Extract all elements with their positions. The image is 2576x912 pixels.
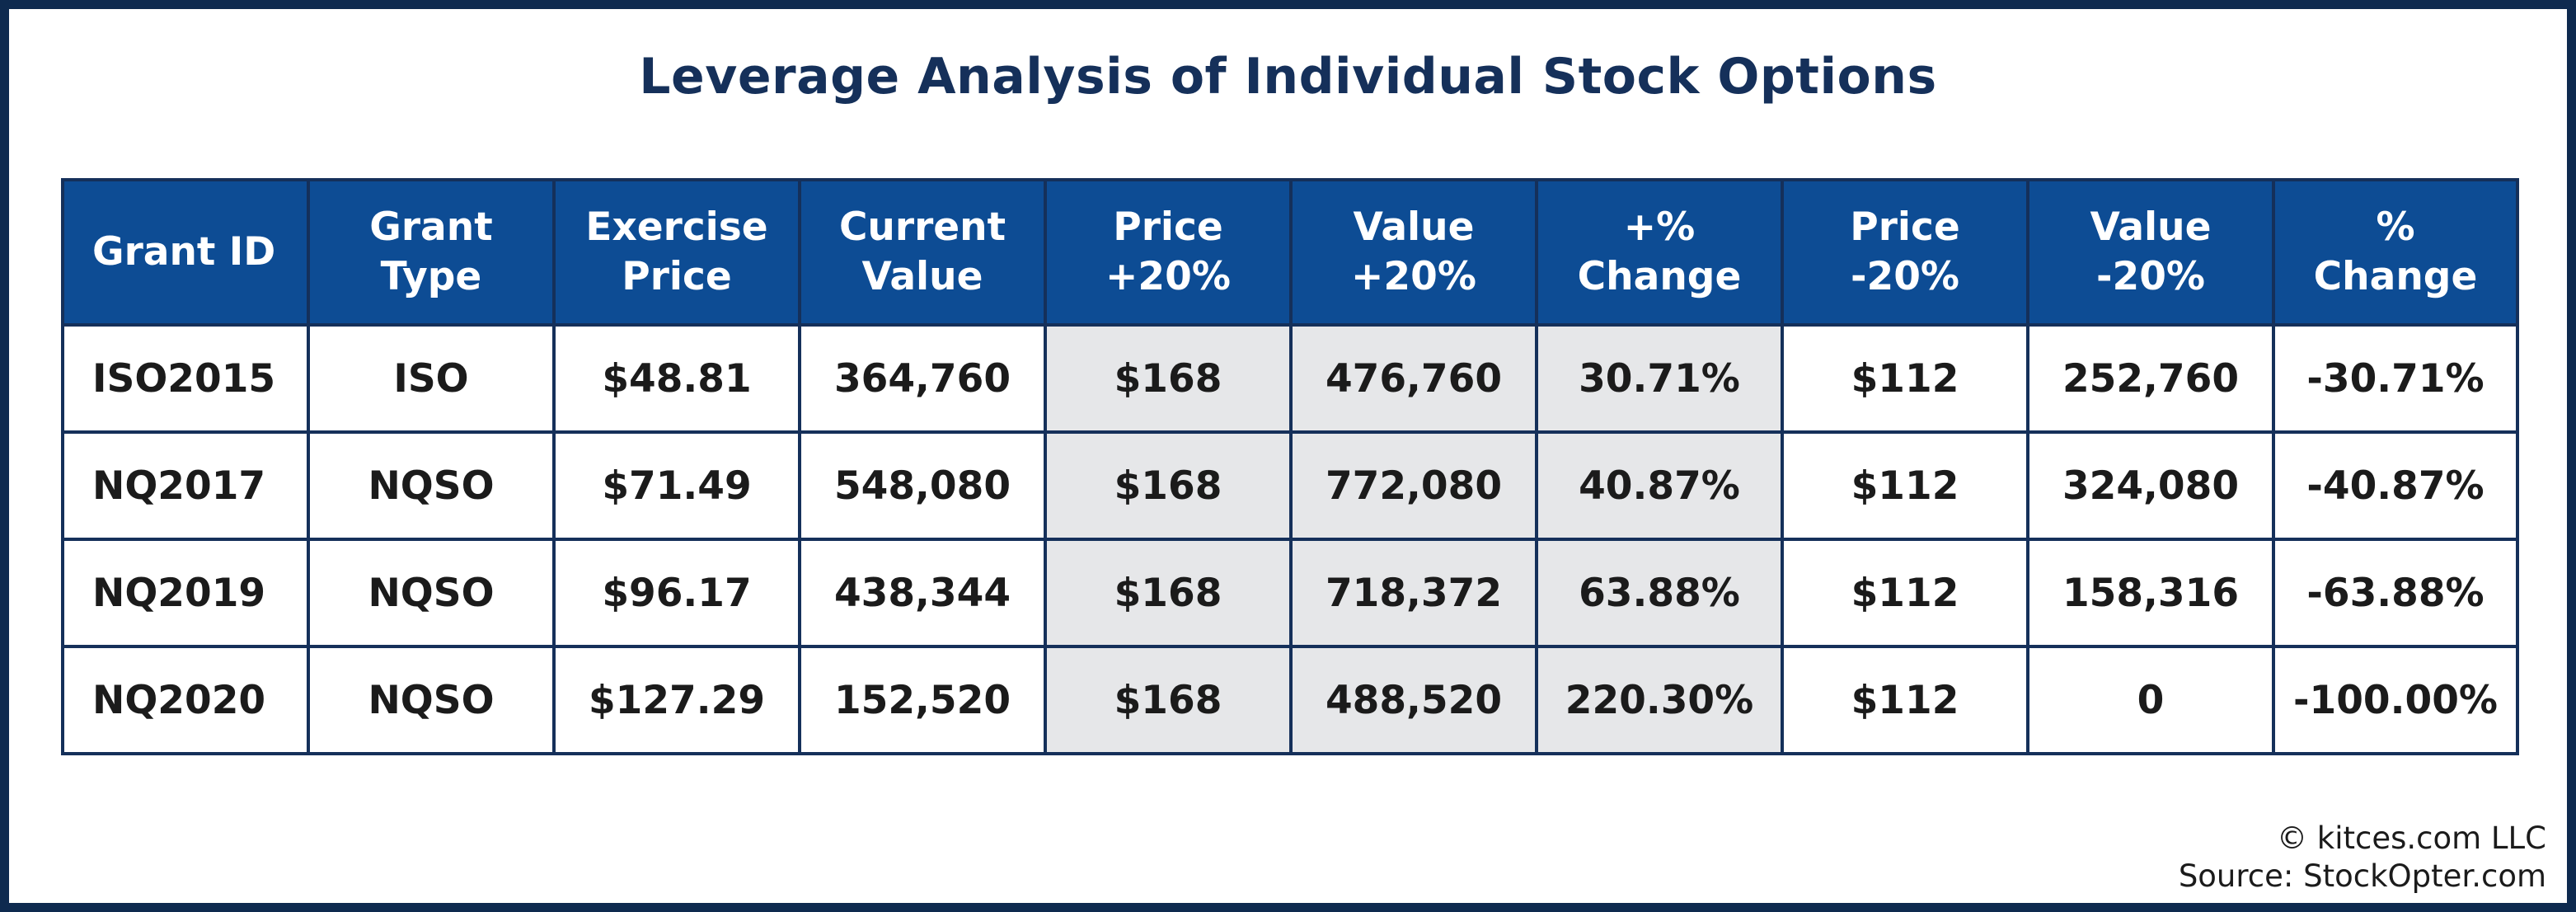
cell-plus-pct-change: 40.87% — [1535, 430, 1784, 541]
cell-value-minus-20: 252,760 — [2026, 323, 2275, 434]
table-row: NQ2020 NQSO $127.29 152,520 $168 488,520… — [61, 645, 2519, 755]
figure-title: Leverage Analysis of Individual Stock Op… — [639, 48, 1937, 106]
column-header-grant-id: Grant ID — [61, 178, 310, 327]
cell-value-minus-20: 0 — [2026, 645, 2275, 755]
cell-grant-type: NQSO — [307, 538, 556, 648]
cell-current-value: 152,520 — [798, 645, 1047, 755]
cell-exercise-price: $96.17 — [552, 538, 801, 648]
cell-grant-type: NQSO — [307, 430, 556, 541]
cell-value-plus-20: 476,760 — [1289, 323, 1538, 434]
cell-price-plus-20: $168 — [1044, 538, 1293, 648]
cell-price-plus-20: $168 — [1044, 430, 1293, 541]
cell-value-plus-20: 718,372 — [1289, 538, 1538, 648]
cell-value-plus-20: 488,520 — [1289, 645, 1538, 755]
cell-plus-pct-change: 30.71% — [1535, 323, 1784, 434]
column-header-grant-type: Grant Type — [307, 178, 556, 327]
table-row: ISO2015 ISO $48.81 364,760 $168 476,760 … — [61, 323, 2519, 434]
cell-grant-id: NQ2020 — [61, 645, 310, 755]
column-header-current-value: Current Value — [798, 178, 1047, 327]
cell-pct-change: -40.87% — [2272, 430, 2519, 541]
cell-exercise-price: $71.49 — [552, 430, 801, 541]
cell-exercise-price: $127.29 — [552, 645, 801, 755]
cell-value-minus-20: 324,080 — [2026, 430, 2275, 541]
cell-price-minus-20: $112 — [1781, 538, 2029, 648]
cell-grant-id: NQ2017 — [61, 430, 310, 541]
cell-grant-type: ISO — [307, 323, 556, 434]
column-header-price-minus-20: Price -20% — [1781, 178, 2029, 327]
leverage-table: Grant ID Grant Type Exercise Price Curre… — [61, 178, 2519, 755]
cell-current-value: 364,760 — [798, 323, 1047, 434]
copyright-credit: © kitces.com LLC — [2277, 820, 2546, 856]
cell-value-plus-20: 772,080 — [1289, 430, 1538, 541]
cell-grant-type: NQSO — [307, 645, 556, 755]
cell-pct-change: -30.71% — [2272, 323, 2519, 434]
cell-current-value: 548,080 — [798, 430, 1047, 541]
cell-price-minus-20: $112 — [1781, 323, 2029, 434]
cell-price-plus-20: $168 — [1044, 645, 1293, 755]
cell-pct-change: -63.88% — [2272, 538, 2519, 648]
column-header-value-plus-20: Value +20% — [1289, 178, 1538, 327]
cell-price-minus-20: $112 — [1781, 430, 2029, 541]
cell-exercise-price: $48.81 — [552, 323, 801, 434]
column-header-exercise-price: Exercise Price — [552, 178, 801, 327]
cell-price-plus-20: $168 — [1044, 323, 1293, 434]
cell-price-minus-20: $112 — [1781, 645, 2029, 755]
table-row: NQ2017 NQSO $71.49 548,080 $168 772,080 … — [61, 430, 2519, 541]
cell-plus-pct-change: 63.88% — [1535, 538, 1784, 648]
table-header-row: Grant ID Grant Type Exercise Price Curre… — [61, 178, 2519, 327]
cell-current-value: 438,344 — [798, 538, 1047, 648]
cell-grant-id: NQ2019 — [61, 538, 310, 648]
cell-value-minus-20: 158,316 — [2026, 538, 2275, 648]
cell-pct-change: -100.00% — [2272, 645, 2519, 755]
column-header-value-minus-20: Value -20% — [2026, 178, 2275, 327]
source-credit: Source: StockOpter.com — [2178, 858, 2546, 894]
column-header-plus-pct-change: +% Change — [1535, 178, 1784, 327]
column-header-pct-change: % Change — [2272, 178, 2519, 327]
cell-plus-pct-change: 220.30% — [1535, 645, 1784, 755]
column-header-price-plus-20: Price +20% — [1044, 178, 1293, 327]
cell-grant-id: ISO2015 — [61, 323, 310, 434]
table-row: NQ2019 NQSO $96.17 438,344 $168 718,372 … — [61, 538, 2519, 648]
